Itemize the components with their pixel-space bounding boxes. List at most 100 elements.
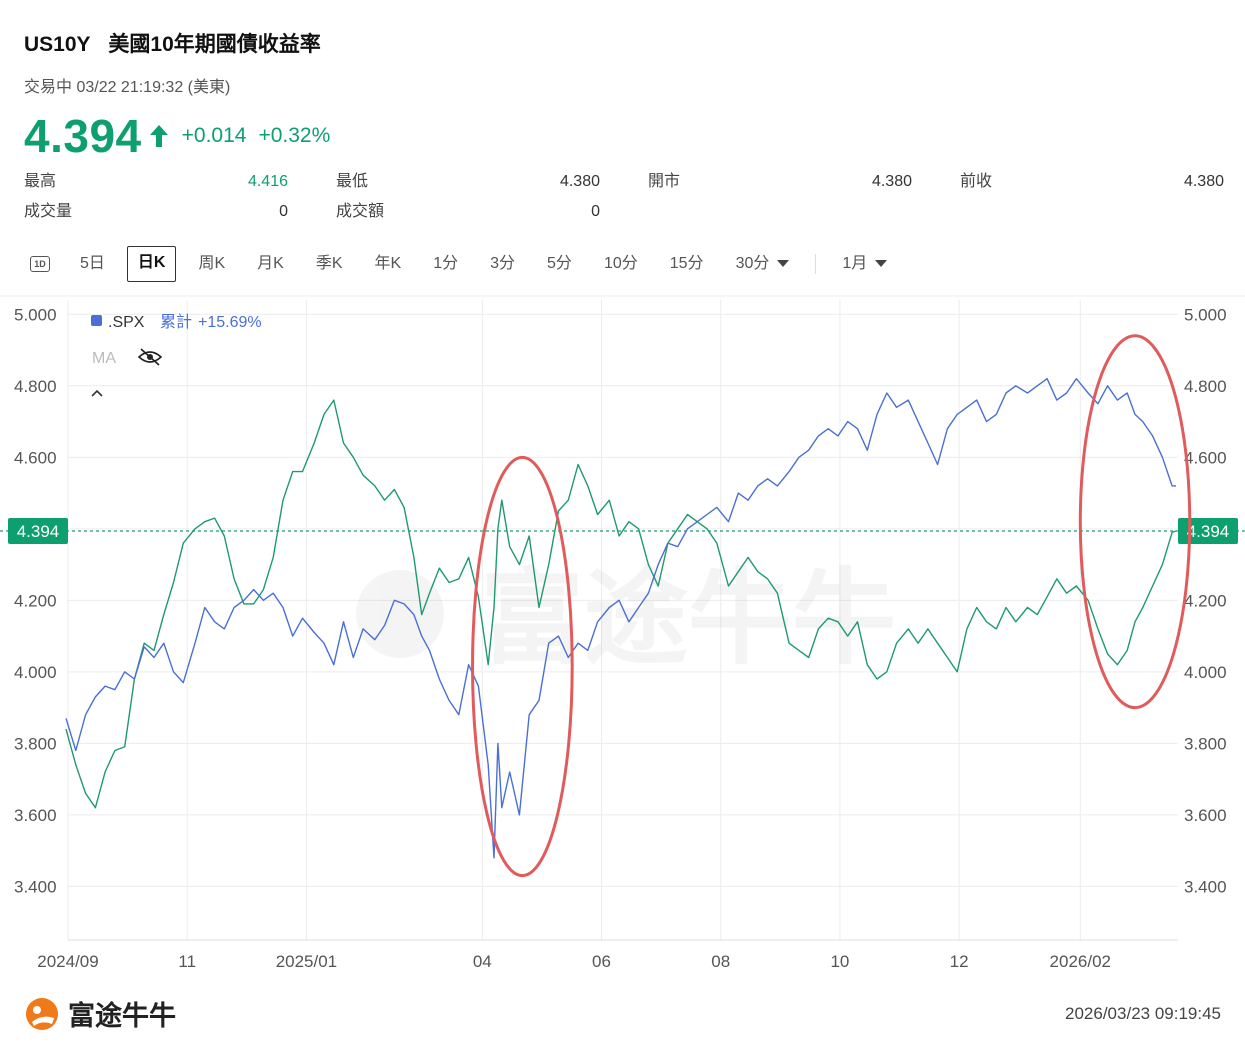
chart-series — [65, 378, 1177, 859]
x-tick-label: 11 — [178, 952, 196, 971]
legend-cum-label: 累計 — [160, 312, 192, 331]
stat-turnover: 成交額 0 — [336, 200, 600, 224]
y-tick-label-right: 4.800 — [1184, 377, 1227, 396]
stat-low: 最低 4.380 — [336, 170, 600, 194]
y-tick-label-right: 4.200 — [1184, 591, 1227, 610]
x-tick-label: 2026/02 — [1050, 952, 1111, 971]
x-tick-label: 04 — [473, 952, 492, 971]
trading-status: 交易中 03/22 21:19:32 (美東) — [24, 79, 231, 96]
tab-1d[interactable]: 1D — [24, 247, 64, 281]
symbol: US10Y — [24, 33, 91, 56]
stat-prev-close-label: 前收 — [960, 173, 993, 190]
range-dropdown[interactable]: 1月 — [826, 247, 903, 281]
tab-divider — [815, 254, 817, 274]
tab-week-k[interactable]: 周K — [198, 255, 226, 272]
stat-open: 開市 4.380 — [648, 170, 912, 194]
stat-high-value: 4.416 — [247, 173, 288, 190]
series-line-spx — [65, 378, 1176, 859]
watermark-text: 富途牛牛 — [480, 557, 896, 679]
y-axis-right: 5.000 4.800 4.600 4.200 4.000 3.800 3.600 3.400 — [1184, 305, 1227, 896]
legend-name: .SPX — [108, 314, 145, 331]
y-tick-label-left: 3.400 — [14, 877, 57, 896]
stat-volume-label: 成交量 — [24, 203, 73, 220]
tab-1min[interactable]: 1分 — [433, 255, 459, 272]
x-axis: 2024/09 11 2025/01 04 06 08 10 12 2026/02 — [37, 939, 1178, 971]
current-price-badge-right-bg — [1178, 517, 1238, 544]
stat-prev-close: 前收 4.380 — [960, 170, 1224, 194]
current-price-badges: 4.394 4.394 — [8, 517, 1238, 544]
instrument-name: 美國10年期國債收益率 — [108, 33, 321, 56]
collapse-chevron-icon[interactable] — [91, 389, 103, 397]
tab-quarter-k[interactable]: 季K — [315, 255, 343, 272]
y-tick-label-right: 3.600 — [1184, 806, 1227, 825]
legend-cum-value: +15.69% — [198, 314, 262, 331]
tab-30min-dropdown[interactable]: 30分 — [720, 247, 806, 281]
snapshot-timestamp: 2026/03/23 09:19:45 — [1065, 1004, 1221, 1023]
stat-open-label: 開市 — [648, 173, 681, 190]
tab-15min[interactable]: 15分 — [669, 255, 704, 272]
highlight-ellipse — [471, 455, 574, 878]
y-tick-label-left: 4.200 — [14, 591, 57, 610]
y-tick-label-left: 3.800 — [14, 734, 57, 753]
current-price-badge-right-text: 4.394 — [1187, 522, 1230, 541]
eye-off-icon[interactable] — [137, 348, 163, 366]
stat-prev-close-value: 4.380 — [1183, 173, 1224, 190]
tab-5d[interactable]: 5日 — [80, 255, 105, 272]
tab-10min[interactable]: 10分 — [603, 255, 638, 272]
y-axis-left: 5.000 4.800 4.600 4.200 4.000 3.800 3.600 3.400 — [14, 305, 57, 896]
arrow-up-icon — [149, 125, 168, 147]
x-tick-label: 08 — [711, 952, 730, 971]
period-tabs: 1D 5日 日K 周K 月K 季K 年K 1分 3分 5分 10分 15分 30… — [24, 246, 903, 282]
y-tick-label-left: 3.600 — [14, 806, 57, 825]
y-tick-label-right: 5.000 — [1184, 305, 1227, 324]
price-row: 4.394 +0.014 +0.32% — [24, 108, 330, 164]
tab-5min[interactable]: 5分 — [547, 255, 572, 272]
chevron-down-icon — [875, 260, 888, 268]
tab-month-k[interactable]: 月K — [257, 255, 284, 272]
tab-day-k[interactable]: 日K — [126, 246, 177, 282]
stat-turnover-value: 0 — [591, 203, 600, 220]
y-tick-label-left: 5.000 — [14, 305, 57, 324]
stat-low-label: 最低 — [336, 173, 369, 190]
y-tick-label-right: 4.600 — [1184, 448, 1227, 467]
chart-grid — [67, 300, 1178, 940]
range-label: 1月 — [842, 255, 868, 272]
y-tick-label-left: 4.000 — [14, 663, 57, 682]
x-tick-label: 12 — [950, 952, 969, 971]
title: US10Y 美國10年期國債收益率 — [24, 28, 321, 58]
last-price: 4.394 — [24, 110, 142, 162]
current-price-badge-left: 4.394 — [8, 517, 68, 544]
tab-3min[interactable]: 3分 — [490, 255, 516, 272]
tab-year-k[interactable]: 年K — [374, 255, 402, 272]
current-price-badge-right: 4.394 — [1178, 517, 1238, 544]
y-tick-label-left: 4.800 — [14, 377, 57, 396]
y-tick-label-left: 4.600 — [14, 448, 57, 467]
price-change-pct: +0.32% — [258, 124, 331, 147]
stat-high: 最高 4.416 — [24, 170, 288, 194]
price-change: +0.014 — [181, 124, 247, 147]
ma-label[interactable]: MA — [92, 350, 116, 367]
y-tick-label-right: 3.400 — [1184, 877, 1227, 896]
y-tick-label-right: 3.800 — [1184, 734, 1227, 753]
stat-volume-value: 0 — [279, 203, 288, 220]
stat-turnover-label: 成交額 — [336, 203, 385, 220]
stat-low-value: 4.380 — [559, 173, 600, 190]
chart-legend: .SPX 累計 +15.69% MA — [91, 312, 262, 397]
stat-high-label: 最高 — [24, 173, 57, 190]
current-price-badge-left-bg — [8, 517, 68, 544]
legend-swatch-spx — [91, 315, 102, 326]
highlight-ellipse — [1078, 334, 1192, 710]
highlight-circles — [471, 334, 1192, 878]
futu-logo-icon — [26, 997, 58, 1030]
chevron-down-icon — [777, 260, 790, 268]
stat-volume: 成交量 0 — [24, 200, 288, 224]
x-tick-label: 10 — [830, 952, 849, 971]
current-price-badge-left-text: 4.394 — [17, 522, 60, 541]
calendar-1d-icon: 1D — [30, 255, 50, 272]
x-tick-label: 2025/01 — [276, 952, 337, 971]
brand-name: 富途牛牛 — [68, 1001, 176, 1031]
tab-30min-label: 30分 — [735, 255, 770, 272]
series-line-us10y — [65, 399, 1177, 809]
x-tick-label: 06 — [592, 952, 611, 971]
